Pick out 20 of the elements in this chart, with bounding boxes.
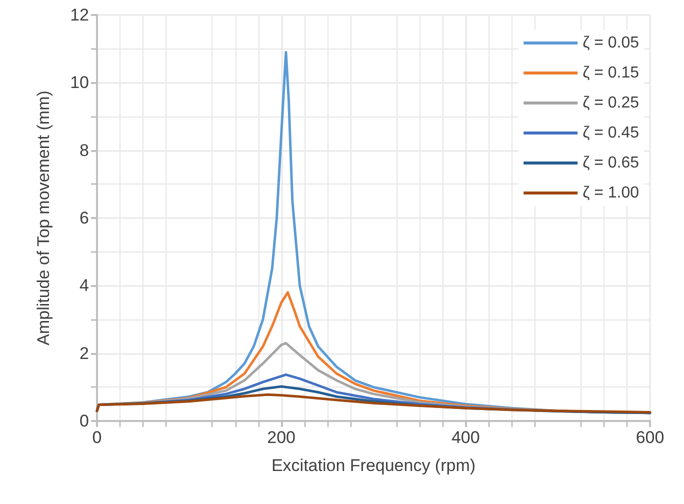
x-tick-label: 600 xyxy=(636,428,664,447)
y-tick-label: 10 xyxy=(70,73,89,92)
x-tick-label: 0 xyxy=(92,428,102,447)
legend-label: ζ = 0.15 xyxy=(582,64,640,82)
y-tick-label: 8 xyxy=(80,140,89,160)
legend-label: ζ = 1.00 xyxy=(582,184,640,202)
x-tick-label: 200 xyxy=(267,428,296,447)
x-axis-title: Excitation Frequency (rpm) xyxy=(271,456,476,475)
legend-label: ζ = 0.25 xyxy=(582,94,640,112)
legend-label: ζ = 0.05 xyxy=(582,34,640,52)
y-tick-label: 4 xyxy=(80,276,89,296)
y-tick-label: 0 xyxy=(80,412,89,430)
y-tick-label: 2 xyxy=(80,344,89,363)
y-axis-title: Amplitude of Top movement (mm) xyxy=(34,90,53,346)
legend-label: ζ = 0.65 xyxy=(582,154,640,172)
legend-label: ζ = 0.45 xyxy=(582,124,640,142)
y-tick-label: 12 xyxy=(70,6,89,24)
line-series xyxy=(96,393,652,414)
y-tick-label: 6 xyxy=(80,208,89,228)
x-tick-label: 400 xyxy=(451,428,480,447)
